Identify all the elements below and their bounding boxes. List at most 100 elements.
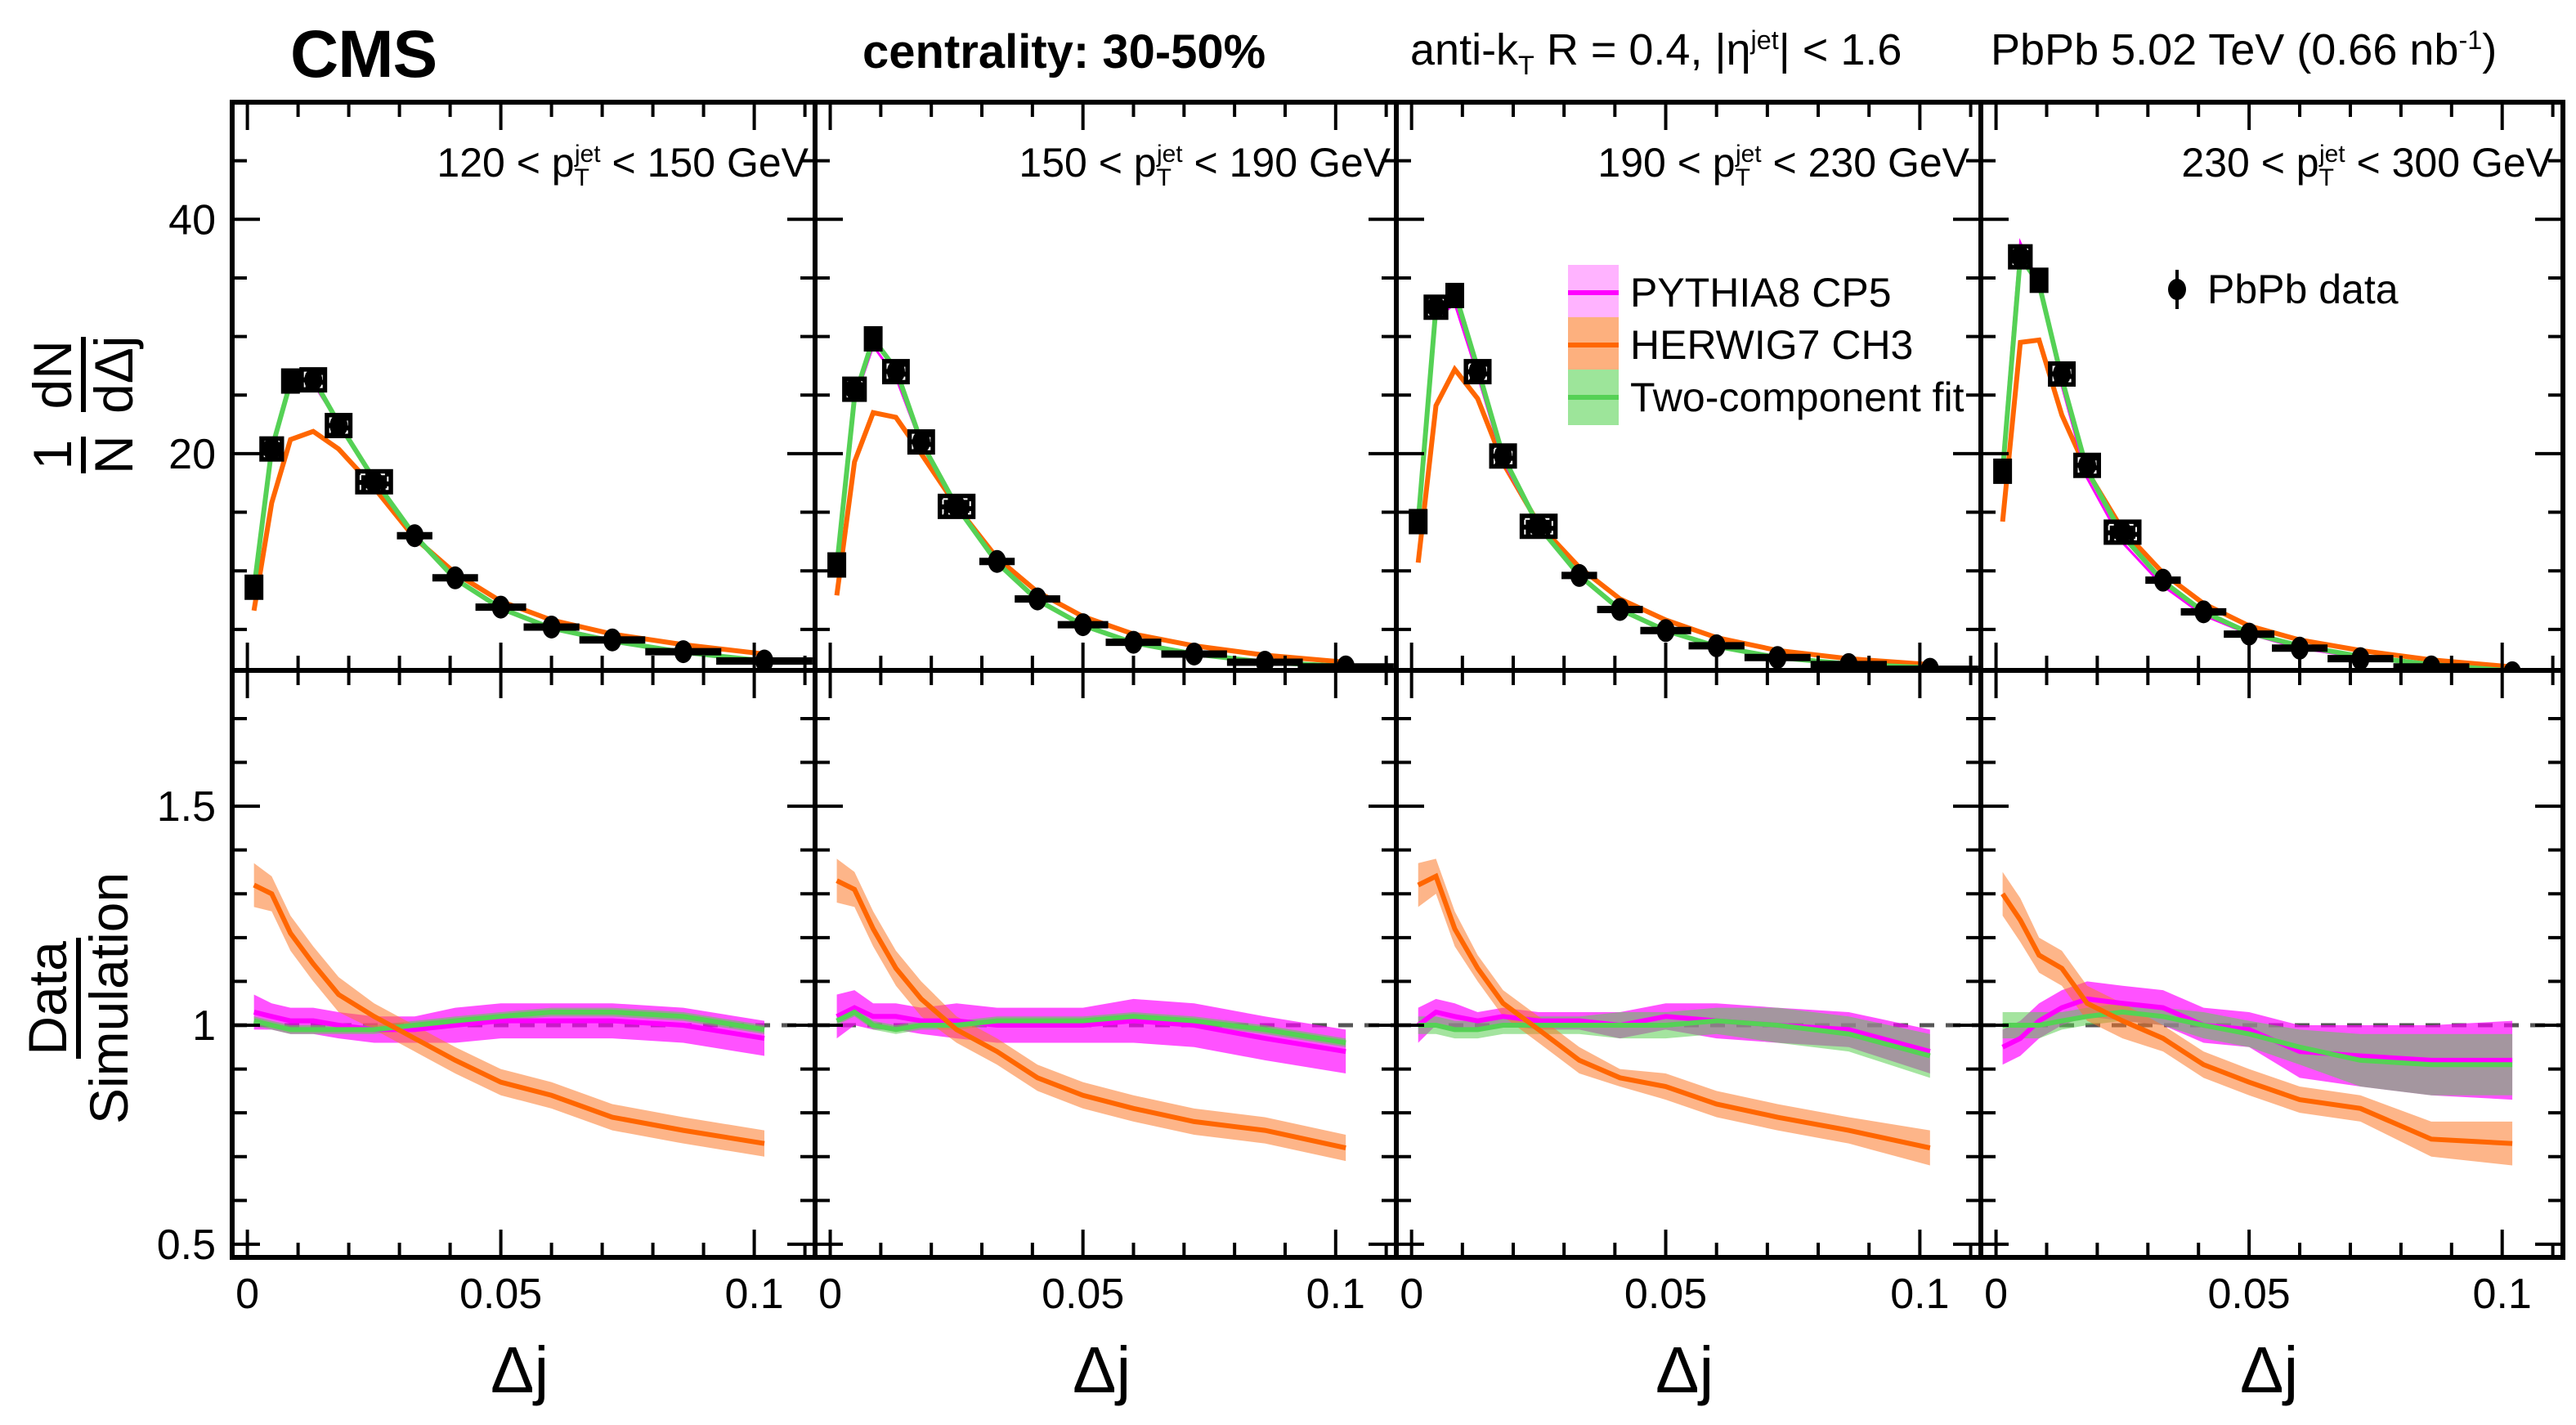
- data-marker: [2030, 268, 2049, 292]
- data-marker: [1656, 619, 1675, 643]
- legend-item-herwig: HERWIG7 CH3: [1568, 317, 1913, 373]
- panel-2: 0 0.05 0.1: [813, 100, 1399, 1318]
- data-marker: [1570, 563, 1588, 587]
- data-point: [1597, 598, 1643, 621]
- herwig-swatch-icon: [1568, 317, 1619, 373]
- ratio-band-herwig7-ch3: [2002, 872, 2513, 1166]
- data-marker-icon: [2168, 270, 2186, 309]
- distribution-panel-3: [1409, 282, 1978, 670]
- lower-y-tick-label: 0.5: [157, 1221, 216, 1269]
- legend-item-fit: Two-component fit: [1568, 370, 1964, 425]
- data-marker: [864, 327, 883, 351]
- data-marker: [886, 360, 905, 383]
- data-marker: [1256, 650, 1275, 670]
- data-point: [827, 552, 847, 578]
- data-point: [579, 628, 646, 652]
- data-point: [523, 615, 580, 639]
- data-marker: [2240, 622, 2259, 646]
- jet-definition-label: anti-kT R = 0.4, |ηjet| < 1.6: [1410, 25, 1902, 81]
- data-point: [396, 524, 432, 548]
- data-point: [2224, 622, 2275, 646]
- data-point: [2145, 568, 2181, 592]
- data-point: [2048, 361, 2076, 387]
- data-marker: [912, 430, 930, 454]
- data-marker: [304, 368, 323, 392]
- ratio-line-herwig7-ch3: [836, 878, 1346, 1150]
- data-point: [1409, 509, 1428, 535]
- data-point: [1688, 634, 1745, 657]
- data-marker: [2011, 245, 2030, 269]
- x-tick-label: 0.1: [1890, 1270, 1949, 1318]
- data-marker: [1993, 459, 2012, 483]
- data-point: [1463, 359, 1492, 385]
- data-marker: [827, 553, 846, 577]
- data-point: [1993, 458, 2013, 484]
- x-axis-label-1: Δj: [491, 1333, 549, 1406]
- data-point: [299, 367, 328, 393]
- x-tick-label: 0.05: [1624, 1270, 1707, 1318]
- panel-1: 0 0.05 0.1 20 40 0.5 1 1.5: [157, 100, 818, 1318]
- data-point: [2029, 267, 2049, 294]
- data-marker: [329, 414, 348, 437]
- ratio-line-herwig7-ch3: [1417, 872, 1931, 1150]
- lumi-prefix: PbPb 5.02 TeV (0.66 nb: [1991, 25, 2459, 74]
- data-marker: [2078, 454, 2097, 477]
- lower-frame: [1978, 668, 2565, 1260]
- ratio-line-pythia8-cp5: [2001, 996, 2513, 1063]
- data-point: [1640, 619, 1691, 643]
- data-marker: [1073, 613, 1092, 637]
- data-marker: [542, 615, 561, 639]
- data-marker: [1185, 642, 1203, 665]
- ratio-line-pythia8-cp5: [836, 1005, 1346, 1055]
- data-marker: [365, 470, 383, 494]
- data-marker: [2153, 568, 2172, 592]
- legend-label-fit: Two-component fit: [1630, 374, 1964, 420]
- data-marker: [281, 370, 300, 393]
- x-tick-label: 0: [818, 1270, 842, 1318]
- ratio-line-two-component-fit: [1418, 1018, 1931, 1059]
- data-marker: [845, 378, 864, 401]
- data-point: [1519, 513, 1558, 540]
- data-point: [1105, 630, 1162, 654]
- legend-item-data: PbPb data: [2165, 265, 2399, 314]
- data-point: [979, 549, 1015, 573]
- data-point: [1810, 652, 1887, 670]
- x-tick-label: 0: [235, 1270, 259, 1318]
- ratio-line-pythia8-cp5: [253, 1010, 765, 1042]
- data-point: [2073, 452, 2101, 478]
- distribution-panel-2: [827, 325, 1394, 670]
- data-marker: [1920, 657, 1939, 670]
- data-marker: [405, 524, 424, 548]
- data-marker: [1337, 655, 1355, 670]
- data-marker: [2351, 647, 2370, 670]
- ratio-band-herwig7-ch3: [836, 858, 1346, 1162]
- data-point: [259, 436, 284, 462]
- data-marker: [1530, 514, 1548, 538]
- data-marker: [2113, 520, 2132, 544]
- data-point: [1161, 642, 1227, 665]
- ratio-line-two-component-fit: [836, 1009, 1346, 1046]
- experiment-label: CMS: [290, 17, 437, 92]
- data-point: [645, 640, 722, 664]
- jet-def-prefix: anti-k: [1410, 25, 1519, 74]
- data-marker: [1768, 646, 1787, 670]
- data-marker: [755, 649, 773, 670]
- data-point: [432, 566, 478, 589]
- ratio-line-herwig7-ch3: [253, 882, 765, 1146]
- lumi-sup: -1: [2458, 25, 2483, 55]
- x-tick-label: 0.05: [1042, 1270, 1124, 1318]
- ratio-panel-3: [1396, 858, 1981, 1166]
- ratio-band-pythia8-cp5: [836, 990, 1346, 1073]
- data-point: [244, 574, 264, 600]
- data-point: [937, 493, 976, 519]
- upper-y-tick-label: 40: [168, 196, 216, 244]
- jet-def-sup: jet: [1750, 25, 1779, 55]
- data-marker: [262, 437, 281, 461]
- distribution-panel-4: [1993, 238, 2560, 670]
- x-tick-label: 0.1: [724, 1270, 783, 1318]
- data-marker: [491, 595, 510, 619]
- ratio-panel-1: [232, 863, 815, 1157]
- data-marker: [244, 576, 263, 599]
- panel-4: 0 0.05 0.1: [1978, 100, 2565, 1318]
